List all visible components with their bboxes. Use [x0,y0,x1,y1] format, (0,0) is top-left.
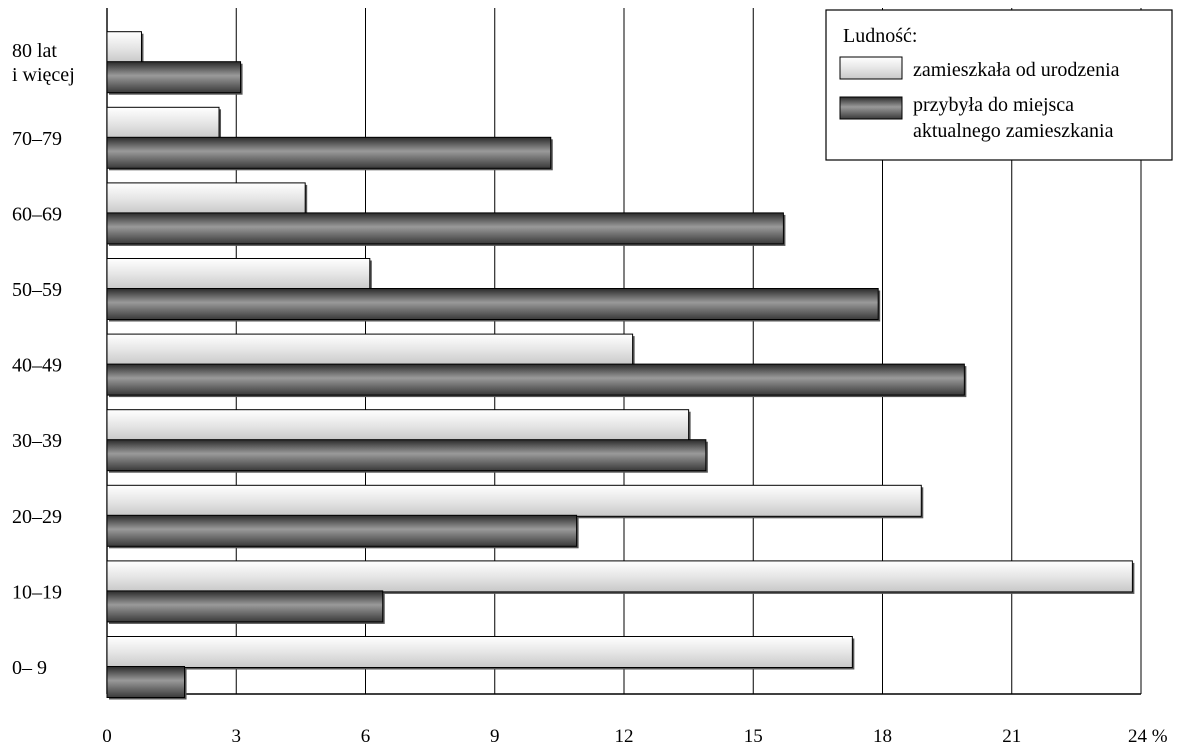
category-label: 50–59 [12,279,62,301]
bar-migrated-8 [106,61,242,94]
category-label: 40–49 [12,355,62,377]
bar-born-here-8 [106,31,142,64]
category-label: 80 lat i więcej [12,40,75,86]
x-tick-label: 21 [1002,726,1021,747]
bar-born-here-7 [106,106,220,139]
bar-migrated-5 [106,288,879,320]
category-label: 20–29 [12,506,62,528]
x-tick-label: 0 [102,726,112,747]
bar-migrated-1 [106,590,384,623]
bar-migrated-4 [106,363,965,396]
x-tick-label: 15 [744,726,763,747]
category-label: 10–19 [12,581,62,603]
bar-born-here-0 [106,636,853,668]
bar-migrated-2 [106,514,578,547]
legend-box [825,9,1173,161]
legend: Ludność: zamieszkała od urodzenia przyby… [825,9,1173,161]
legend-title: Ludność: [843,25,917,47]
bar-born-here-1 [106,560,1133,593]
legend-swatch-series-0 [839,56,903,80]
legend-label-series-1: przybyła do miejsca aktualnego zamieszkan… [913,94,1114,142]
x-tick-label: 12 [615,726,634,747]
bar-migrated-0 [106,666,186,698]
category-label: 30–39 [12,430,62,452]
bar-born-here-4 [106,333,634,366]
bar-born-here-2 [106,484,922,517]
category-label: 0– 9 [12,657,47,679]
category-label: 60–69 [12,203,62,225]
category-label: 70–79 [12,128,62,150]
x-tick-label: 18 [873,726,892,747]
legend-label-series-0: zamieszkała od urodzenia [913,59,1120,81]
bar-born-here-3 [106,409,690,442]
bar-born-here-6 [106,182,306,215]
bar-migrated-3 [106,439,707,472]
legend-swatch-series-1 [839,96,903,120]
bar-born-here-5 [106,258,371,290]
x-tick-labels: 0 3 6 9 12 15 18 21 24 % [102,726,1168,747]
x-tick-label: 3 [232,726,242,747]
bar-migrated-7 [106,136,552,169]
bars [106,31,1135,700]
category-labels: 0– 9 10–19 20–29 30–39 40–49 50–59 60–69 70–79 8… [12,40,75,679]
x-tick-label: 24 % [1128,726,1168,747]
bar-migrated-6 [106,212,784,245]
x-tick-label: 6 [361,726,371,747]
x-tick-label: 9 [490,726,500,747]
